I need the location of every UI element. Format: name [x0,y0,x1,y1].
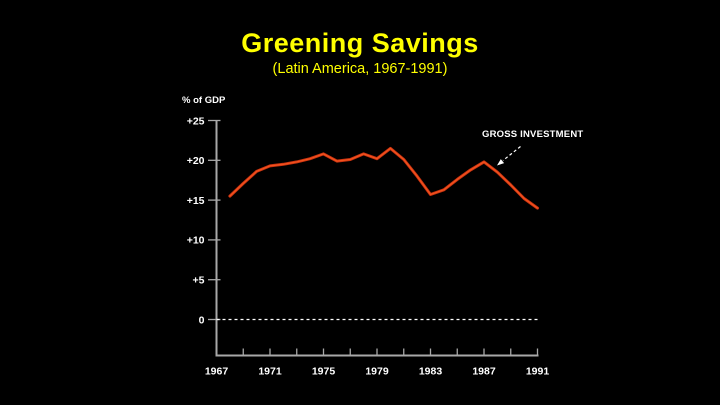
annotation-arrow-head [497,159,505,166]
y-axis-unit-label: % of GDP [182,95,226,106]
y-tick-label: 0 [199,314,205,326]
x-tick-label: 1987 [472,366,496,378]
y-tick-label: +20 [187,155,205,167]
x-tick-label: 1975 [312,366,336,378]
x-tick-label: 1979 [365,366,389,378]
annotation-arrow-shaft [502,146,521,161]
chart-subtitle: (Latin America, 1967-1991) [272,61,448,77]
gross-investment-line-core [229,147,539,209]
y-tick-label: +10 [187,235,205,247]
x-tick-label: 1971 [258,366,282,378]
x-tick-label: 1983 [419,366,443,378]
chart-title: Greening Savings [241,28,479,58]
x-tick-label: 1991 [526,366,550,378]
series-annotation-label: GROSS INVESTMENT [482,129,584,140]
y-tick-label: +5 [193,275,205,287]
x-tick-label: 1967 [205,366,229,378]
y-tick-label: +25 [187,115,205,127]
gross-investment-line [228,146,539,210]
y-tick-label: +15 [187,195,205,207]
